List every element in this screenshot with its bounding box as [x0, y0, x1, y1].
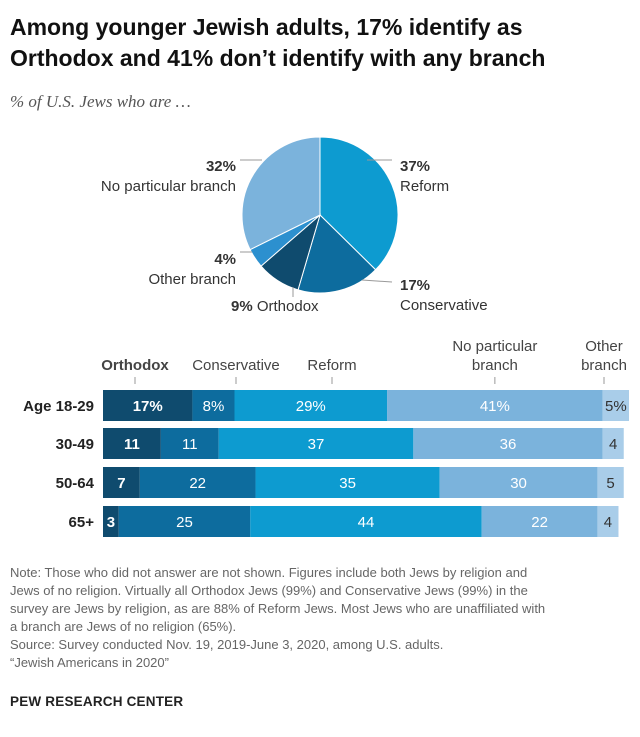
bar-segment-other-branch — [597, 506, 619, 537]
column-header-reform: Reform — [307, 357, 356, 374]
bar-segment-reform — [255, 467, 440, 498]
bar-value-label: 4 — [609, 436, 617, 453]
bar-value-label: 36 — [500, 436, 517, 453]
column-header-other-branch: branch — [581, 357, 627, 374]
pie-value-label: 9% — [231, 298, 253, 315]
note-line: survey are Jews by religion, as are 88% … — [10, 601, 546, 616]
source-line: Source: Survey conducted Nov. 19, 2019-J… — [10, 637, 444, 652]
pie-value-label: 4% — [214, 251, 236, 268]
bar-value-label: 41% — [480, 398, 510, 415]
org-name: PEW RESEARCH CENTER — [10, 694, 184, 709]
pie-name-label: Orthodox — [253, 298, 319, 315]
bar-segment-no-particular-branch — [387, 390, 603, 421]
row-label: 30-49 — [56, 436, 94, 453]
bar-segment-reform — [250, 506, 482, 537]
pie-name-label: No particular branch — [101, 178, 236, 195]
bar-segment-conservative — [192, 390, 235, 421]
pie-value-label: 37% — [400, 158, 430, 175]
bar-value-label: 3 — [107, 514, 115, 531]
bar-segment-reform — [234, 390, 388, 421]
note-line: Note: Those who did not answer are not s… — [10, 565, 528, 580]
row-label: 65+ — [69, 514, 95, 531]
bar-segment-orthodox — [103, 467, 140, 498]
bar-segment-reform — [218, 428, 414, 459]
source-line: “Jewish Americans in 2020” — [10, 655, 169, 670]
pie-name-label: Other branch — [148, 271, 236, 288]
bar-segment-orthodox — [103, 390, 193, 421]
bar-value-label: 44 — [358, 514, 375, 531]
chart-subtitle: % of U.S. Jews who are … — [10, 92, 191, 111]
bar-value-label: 4 — [604, 514, 612, 531]
bar-value-label: 22 — [531, 514, 548, 531]
column-header-no-particular-branch: branch — [472, 357, 518, 374]
note-line: a branch are Jews of no religion (65%). — [10, 619, 237, 634]
pie-name-label: Reform — [400, 178, 449, 195]
pie-slice-conservative — [297, 214, 377, 294]
bar-value-label: 17% — [133, 398, 163, 415]
bar-value-label: 11 — [182, 436, 198, 453]
bar-value-label: 11 — [124, 436, 140, 453]
row-label: Age 18-29 — [23, 398, 94, 415]
bar-value-label: 8% — [203, 398, 225, 415]
column-header-conservative: Conservative — [192, 357, 280, 374]
column-header-other-branch: Other — [585, 338, 623, 355]
bar-segment-conservative — [160, 428, 219, 459]
bar-value-label: 5 — [606, 475, 614, 492]
bar-segment-other-branch — [597, 467, 624, 498]
pie-leader-line — [361, 279, 393, 283]
bar-value-label: 22 — [189, 475, 206, 492]
column-header-orthodox: Orthodox — [101, 357, 169, 374]
pie-name-label: Conservative — [400, 297, 488, 314]
bar-segment-no-particular-branch — [439, 467, 598, 498]
pie-slice-reform — [319, 136, 399, 271]
row-label: 50-64 — [56, 475, 95, 492]
bar-value-label: 7 — [117, 475, 125, 492]
chart-notes: Note: Those who did not answer are not s… — [10, 564, 630, 672]
column-header-no-particular-branch: No particular — [452, 338, 537, 355]
bar-value-label: 25 — [176, 514, 193, 531]
bar-value-label: 29% — [296, 398, 326, 415]
bar-segment-orthodox — [103, 428, 161, 459]
pie-slice-no-particular-branch — [241, 136, 321, 251]
bar-value-label: 35 — [339, 475, 356, 492]
pie-value-label: 17% — [400, 277, 430, 294]
bar-segment-no-particular-branch — [413, 428, 603, 459]
pie-label: 9% Orthodox — [231, 298, 319, 315]
chart-canvas: 37% Reform 17% Conservative 9% Orthodox 4% Oth… — [23, 136, 629, 537]
bar-segment-other-branch — [602, 428, 624, 459]
bar-segment-no-particular-branch — [481, 506, 598, 537]
bar-segment-orthodox — [103, 506, 119, 537]
bar-value-label: 30 — [510, 475, 527, 492]
bar-segment-conservative — [139, 467, 256, 498]
chart-title: Among younger Jewish adults, 17% identif… — [10, 14, 546, 71]
bar-segment-conservative — [118, 506, 251, 537]
bar-segment-other-branch — [602, 390, 629, 421]
pie-value-label: 32% — [206, 158, 236, 175]
note-line: Jews of no religion. Virtually all Ortho… — [10, 583, 528, 598]
bar-value-label: 37 — [308, 436, 325, 453]
bar-value-label: 5% — [605, 398, 627, 415]
